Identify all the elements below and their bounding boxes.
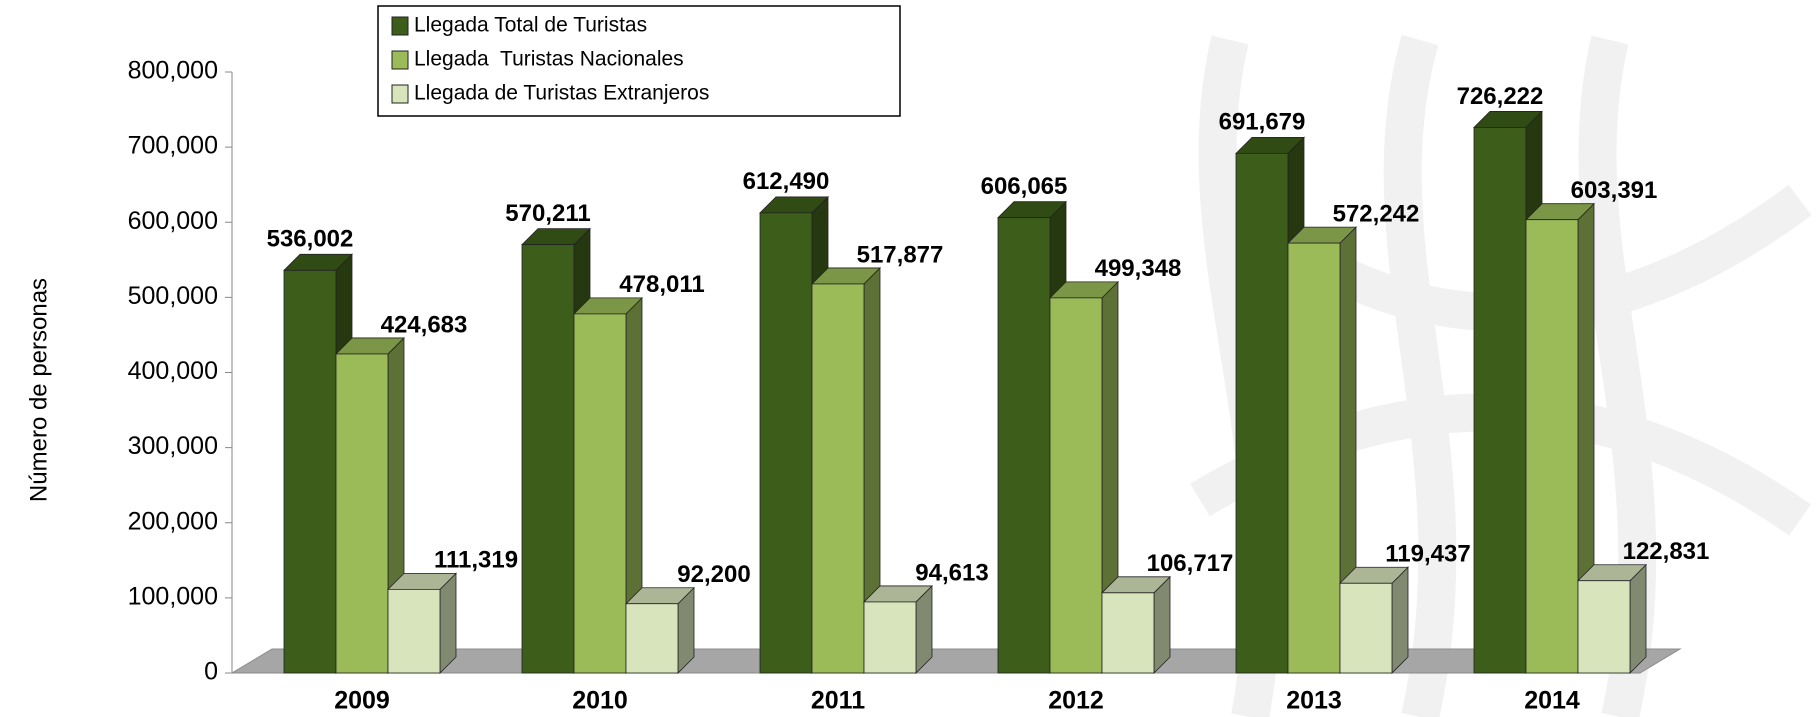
y-tick-label: 600,000 bbox=[128, 207, 218, 235]
value-label: 122,831 bbox=[1623, 538, 1710, 565]
legend-box bbox=[377, 5, 901, 117]
bar bbox=[759, 212, 813, 674]
bar bbox=[1525, 219, 1579, 674]
legend-swatch bbox=[391, 84, 409, 104]
value-label: 606,065 bbox=[981, 173, 1068, 200]
bar bbox=[1049, 297, 1103, 674]
bar bbox=[1339, 582, 1393, 674]
bar bbox=[1287, 242, 1341, 674]
value-label: 92,200 bbox=[677, 561, 750, 588]
value-label: 691,679 bbox=[1219, 109, 1306, 136]
y-tick-label: 0 bbox=[204, 658, 218, 686]
value-label: 499,348 bbox=[1095, 255, 1182, 282]
y-tick-label: 500,000 bbox=[128, 282, 218, 310]
value-label: 517,877 bbox=[857, 241, 944, 268]
y-tick-label: 800,000 bbox=[128, 57, 218, 85]
bar bbox=[335, 353, 389, 674]
y-tick-label: 700,000 bbox=[128, 132, 218, 160]
value-label: 536,002 bbox=[267, 226, 354, 253]
bar bbox=[1577, 580, 1631, 674]
x-tick-label: 2011 bbox=[811, 687, 865, 715]
bar-side bbox=[439, 572, 457, 674]
value-label: 111,319 bbox=[434, 547, 518, 574]
bar bbox=[863, 601, 917, 674]
bar bbox=[283, 269, 337, 674]
value-label: 119,437 bbox=[1385, 541, 1470, 568]
value-label: 603,391 bbox=[1571, 177, 1658, 204]
bar bbox=[811, 283, 865, 674]
x-tick-label: 2014 bbox=[1524, 687, 1580, 715]
legend-label: Llegada Turistas Nacionales bbox=[414, 48, 684, 71]
bar bbox=[1235, 152, 1289, 674]
y-tick-label: 300,000 bbox=[128, 432, 218, 460]
legend-label: Llegada Total de Turistas bbox=[414, 14, 647, 37]
bar-side bbox=[1629, 563, 1647, 674]
value-label: 612,490 bbox=[743, 168, 830, 195]
value-label: 106,717 bbox=[1147, 550, 1234, 577]
bar bbox=[1101, 592, 1155, 674]
bar bbox=[1473, 127, 1527, 674]
value-label: 570,211 bbox=[505, 200, 590, 227]
value-label: 478,011 bbox=[619, 271, 704, 298]
bar-side bbox=[1391, 566, 1409, 674]
legend-swatch bbox=[391, 16, 409, 36]
x-tick-label: 2013 bbox=[1286, 687, 1342, 715]
y-axis-label: Número de personas bbox=[25, 278, 52, 502]
y-tick-label: 100,000 bbox=[128, 582, 218, 610]
bar bbox=[573, 313, 627, 674]
bar bbox=[997, 217, 1051, 674]
value-label: 726,222 bbox=[1457, 83, 1544, 110]
value-label: 94,613 bbox=[915, 559, 988, 586]
y-tick-label: 400,000 bbox=[128, 357, 218, 385]
x-tick-label: 2012 bbox=[1048, 687, 1104, 715]
y-tick-label: 200,000 bbox=[128, 507, 218, 535]
x-tick-label: 2010 bbox=[572, 687, 628, 715]
x-tick-label: 2009 bbox=[334, 687, 390, 715]
value-label: 572,242 bbox=[1333, 200, 1420, 227]
legend-swatch bbox=[391, 50, 409, 70]
bar bbox=[387, 588, 441, 674]
value-label: 424,683 bbox=[381, 311, 468, 338]
bar bbox=[521, 244, 575, 674]
bar-side bbox=[1153, 575, 1171, 674]
legend-label: Llegada de Turistas Extranjeros bbox=[414, 82, 709, 105]
bar bbox=[625, 603, 679, 674]
